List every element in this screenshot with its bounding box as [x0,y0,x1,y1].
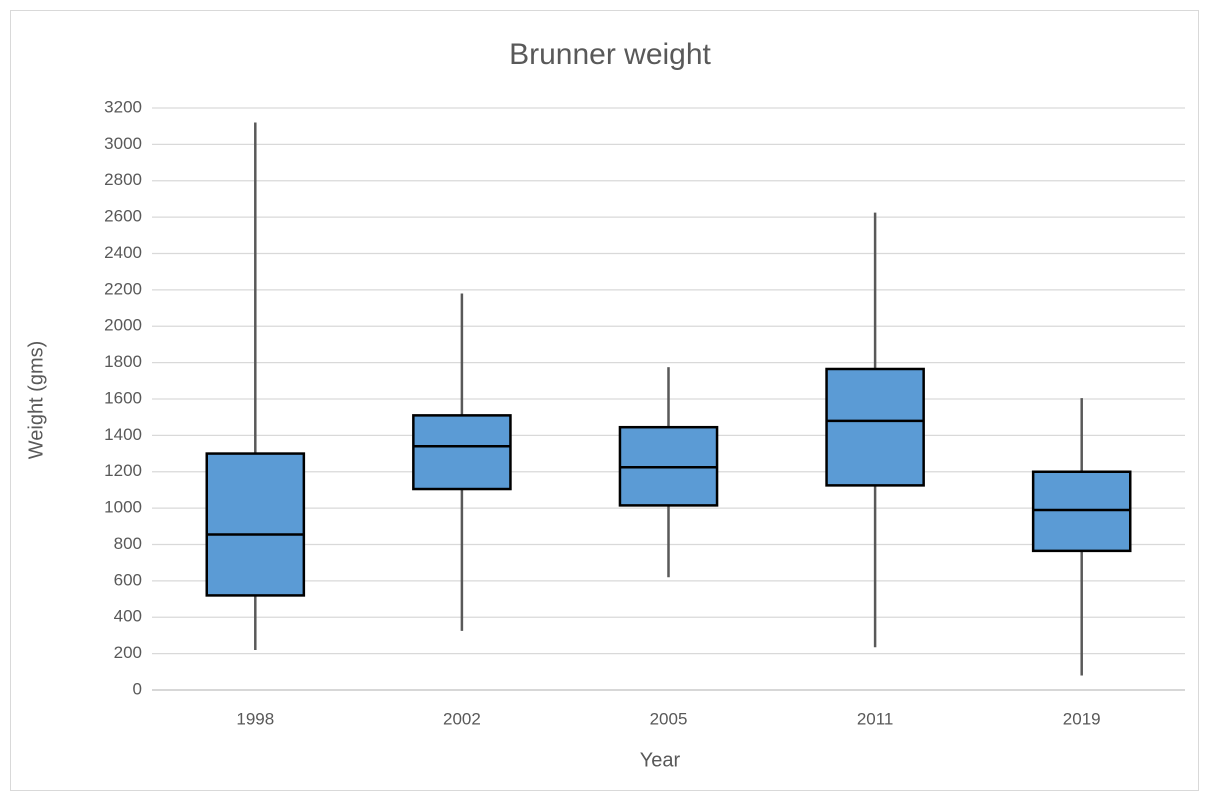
y-tick-label: 0 [133,679,142,698]
y-tick-label: 2400 [104,243,142,262]
y-tick-label: 2600 [104,207,142,226]
x-axis-label: Year [640,749,681,771]
x-tick-label: 2005 [650,709,688,728]
box [825,367,925,487]
y-tick-label: 1800 [104,352,142,371]
box [205,452,306,597]
y-tick-label: 200 [114,643,142,662]
y-tick-label: 1600 [104,388,142,407]
y-tick-label: 2200 [104,279,142,298]
box [1031,470,1132,553]
y-tick-label: 1200 [104,461,142,480]
y-axis-label: Weight (gms) [25,341,47,460]
y-tick-label: 1400 [104,425,142,444]
y-tick-label: 400 [114,607,142,626]
x-tick-label: 2002 [443,709,481,728]
y-tick-label: 1000 [104,498,142,517]
box [412,414,512,491]
y-tick-label: 3200 [104,97,142,116]
y-tick-label: 2000 [104,316,142,335]
y-tick-label: 800 [114,534,142,553]
y-tick-label: 2800 [104,170,142,189]
y-tick-label: 600 [114,570,142,589]
chart-title: Brunner weight [509,38,711,71]
y-tick-label: 3000 [104,134,142,153]
x-tick-label: 2011 [857,709,894,728]
chart-frame [10,10,1199,791]
x-tick-label: 1998 [236,709,274,728]
x-tick-label: 2019 [1063,709,1101,728]
